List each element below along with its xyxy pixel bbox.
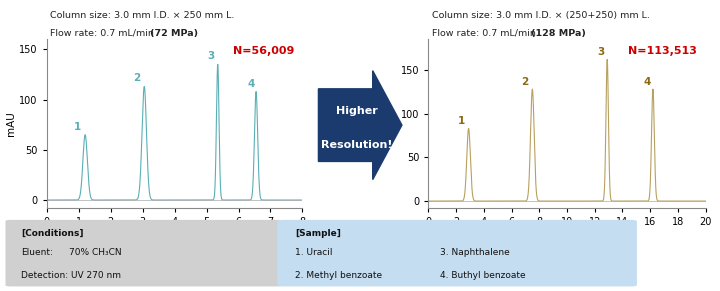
Text: 2. Methyl benzoate: 2. Methyl benzoate <box>294 271 382 280</box>
Y-axis label: mAU: mAU <box>388 111 398 136</box>
Text: [Conditions]: [Conditions] <box>22 229 84 238</box>
Text: Resolution!: Resolution! <box>321 140 393 150</box>
FancyBboxPatch shape <box>6 220 282 286</box>
Text: N=113,513: N=113,513 <box>629 46 697 56</box>
Text: Flow rate: 0.7 mL/min: Flow rate: 0.7 mL/min <box>432 29 539 38</box>
Text: 1: 1 <box>457 116 464 126</box>
Text: (128 MPa): (128 MPa) <box>531 29 586 38</box>
Text: 4: 4 <box>643 77 650 87</box>
Text: 4. Buthyl benzoate: 4. Buthyl benzoate <box>440 271 526 280</box>
X-axis label: min: min <box>557 228 577 239</box>
Text: [Sample]: [Sample] <box>294 229 341 238</box>
Text: N=56,009: N=56,009 <box>233 46 294 56</box>
Text: 1. Uracil: 1. Uracil <box>294 248 332 257</box>
Text: 3: 3 <box>207 52 215 61</box>
Text: 1: 1 <box>73 122 81 132</box>
Text: Column size: 3.0 mm I.D. × 250 mm L.: Column size: 3.0 mm I.D. × 250 mm L. <box>50 11 235 20</box>
Text: Column size: 3.0 mm I.D. × (250+250) mm L.: Column size: 3.0 mm I.D. × (250+250) mm … <box>432 11 650 20</box>
Text: 3: 3 <box>598 47 605 57</box>
Text: Eluent:: Eluent: <box>22 248 53 257</box>
Text: (72 MPa): (72 MPa) <box>150 29 198 38</box>
Y-axis label: mAU: mAU <box>6 111 17 136</box>
FancyBboxPatch shape <box>277 220 637 286</box>
Text: Detection: UV 270 nm: Detection: UV 270 nm <box>22 271 122 280</box>
Text: 2: 2 <box>132 74 140 84</box>
Text: 2: 2 <box>521 77 528 87</box>
Text: Flow rate: 0.7 mL/min: Flow rate: 0.7 mL/min <box>50 29 157 38</box>
Text: 70% CH₃CN: 70% CH₃CN <box>69 248 122 257</box>
Text: Higher: Higher <box>336 106 378 116</box>
FancyArrow shape <box>318 71 402 180</box>
Text: 4: 4 <box>248 79 255 88</box>
Text: 3. Naphthalene: 3. Naphthalene <box>440 248 510 257</box>
X-axis label: min: min <box>165 228 184 239</box>
